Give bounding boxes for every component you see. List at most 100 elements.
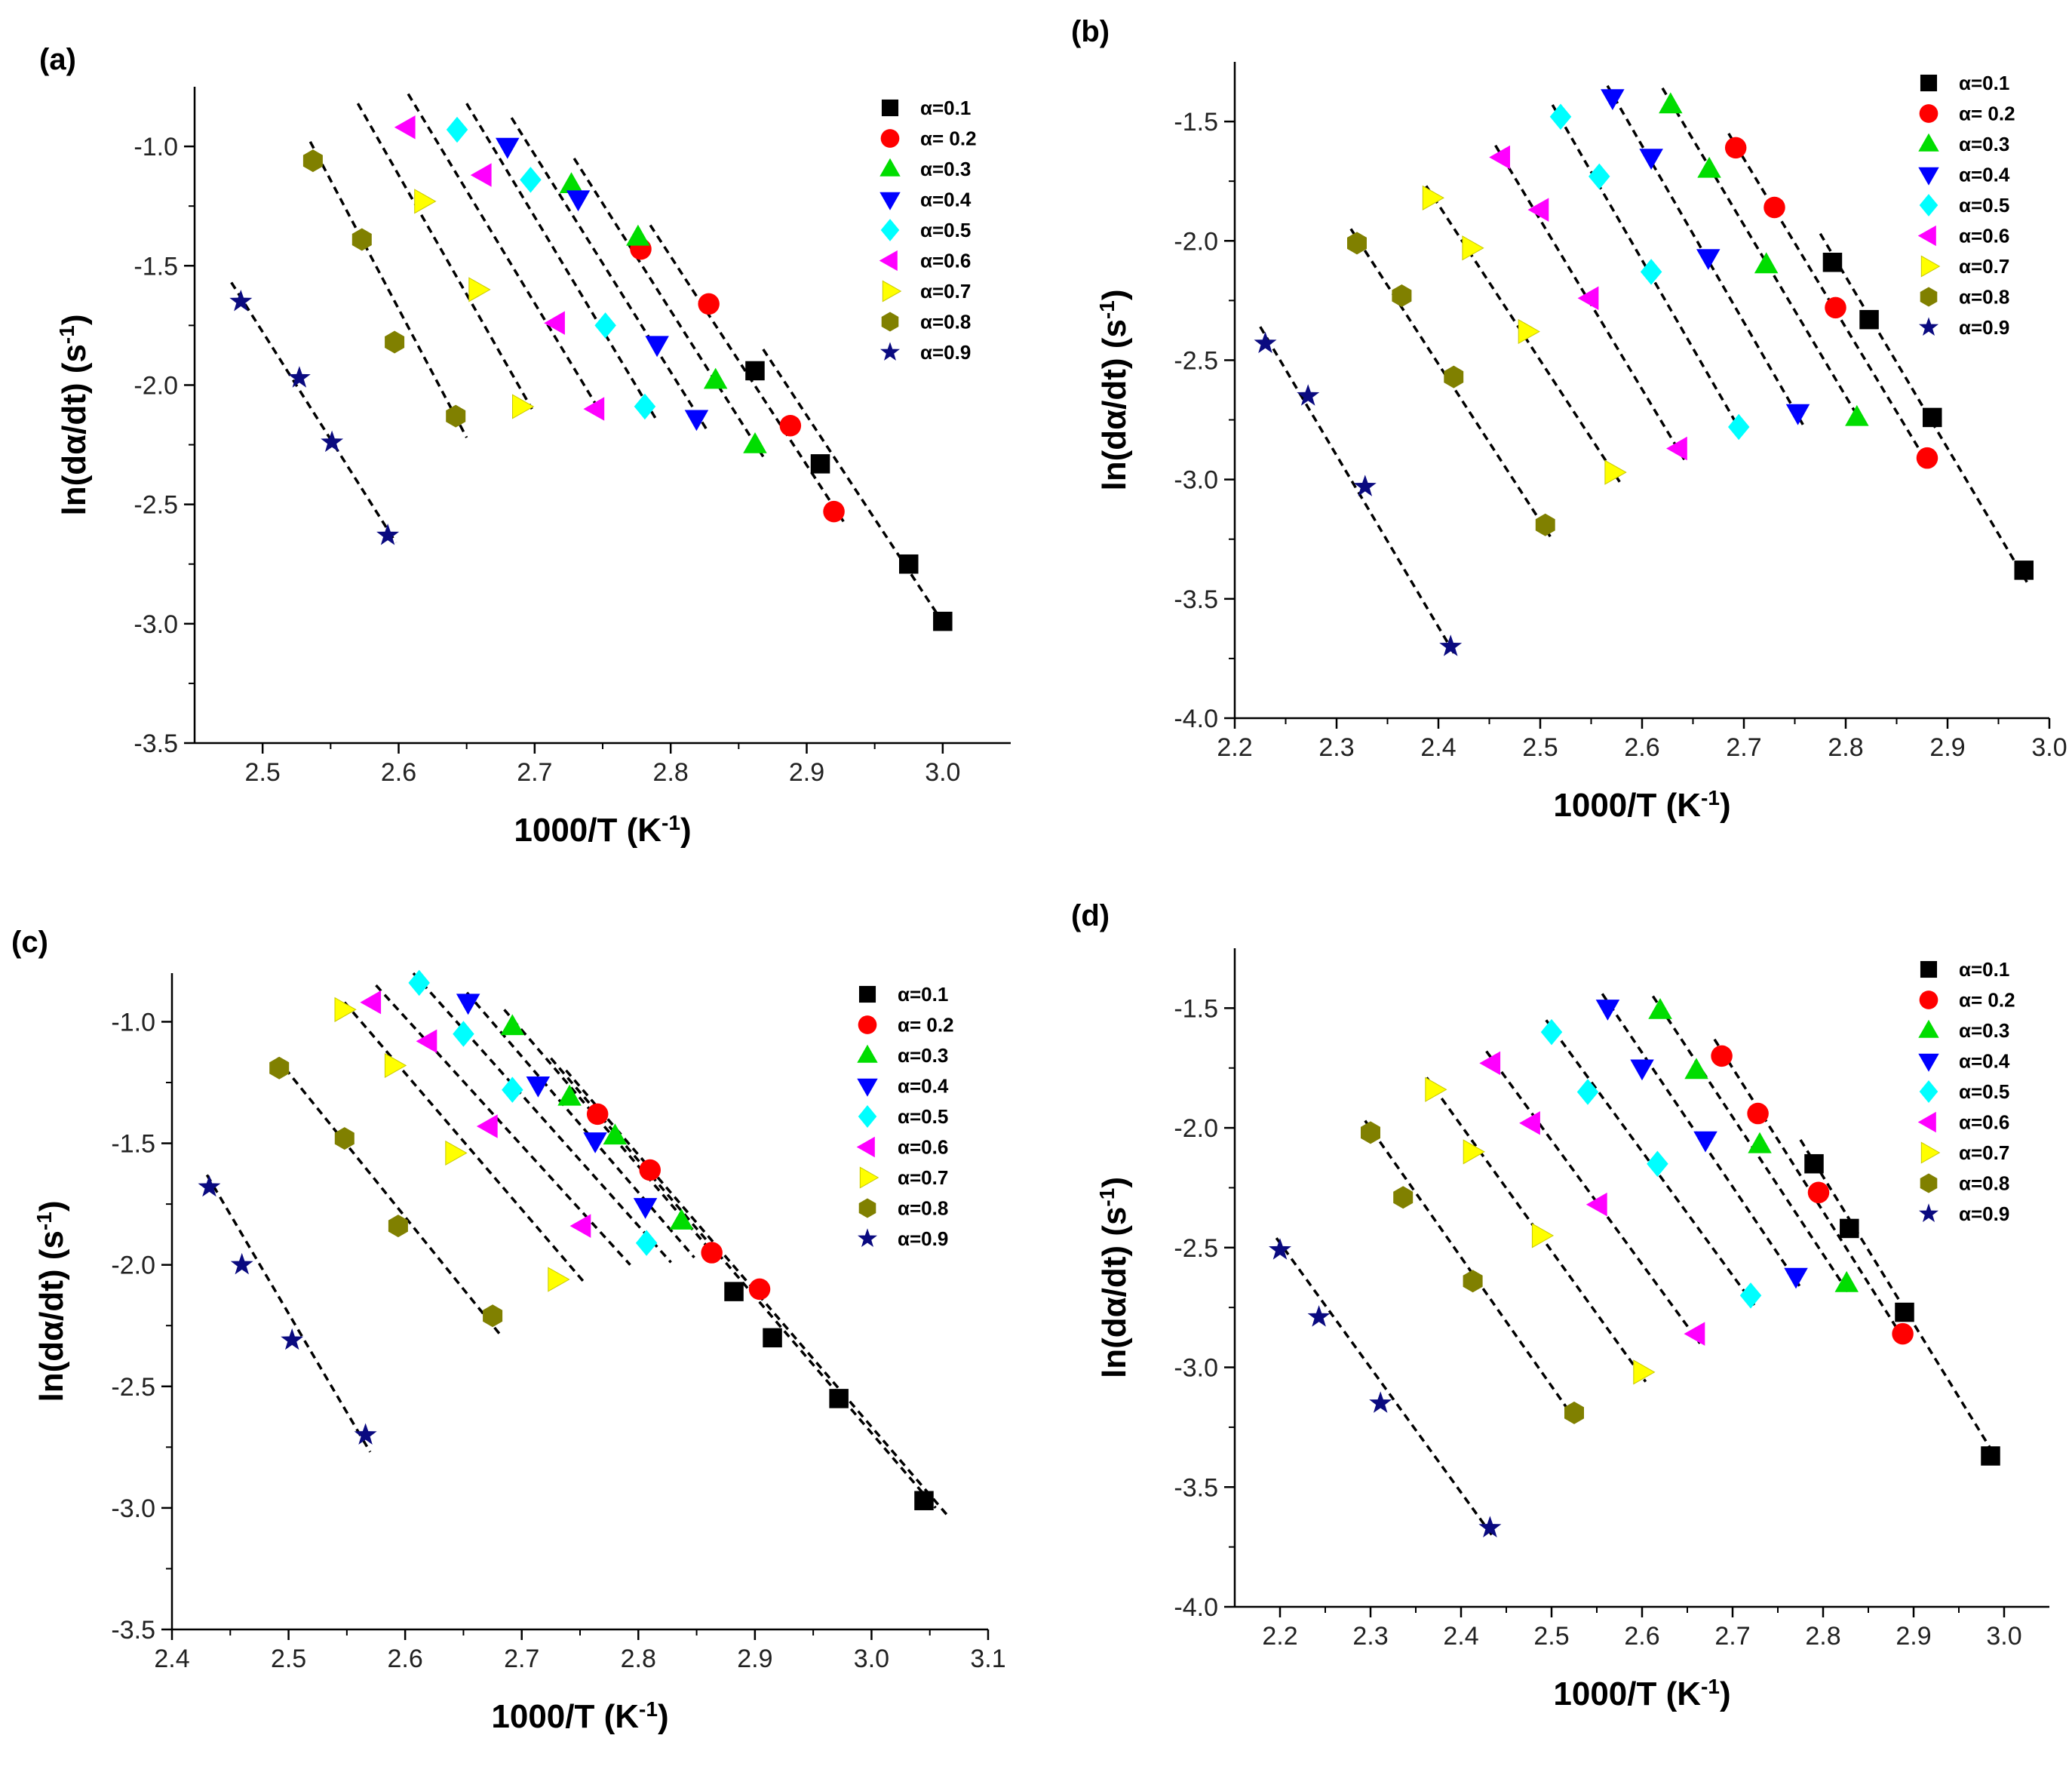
legend-label: α=0.5 [1959,194,2009,217]
x-axis-label-end: ) [1720,787,1731,824]
legend-item-alpha-0-9: α=0.9 [1919,316,2009,339]
data-point [1845,404,1869,426]
x-tick-label: 2.9 [789,758,824,787]
legend-item-alpha-0-9: α=0.9 [858,1227,948,1250]
legend-label: α=0.5 [1959,1080,2009,1103]
data-point [1489,145,1510,170]
x-tick-label: 2.5 [245,758,281,787]
fit-line [1601,993,1801,1287]
y-tick-label: -2.5 [1174,1234,1218,1263]
legend-item-alpha-0-5: α=0.5 [880,219,971,241]
legend-marker [879,158,901,177]
series-alpha-0-2 [630,238,845,523]
data-point [1825,296,1846,319]
data-point [748,1278,771,1301]
data-point [302,149,323,173]
legend-marker [859,1166,879,1189]
legend-item-alpha-0-8: α=0.8 [858,1197,948,1220]
data-point [1739,1282,1762,1309]
data-point [287,366,311,388]
data-point [1604,459,1627,485]
x-tick-label: 2.8 [1828,733,1863,762]
series-alpha-0-7 [1422,185,1627,485]
x-tick-label: 2.5 [1522,733,1558,762]
series-alpha-0-1 [1804,1153,2000,1466]
fit-line [503,1009,710,1249]
legend-marker [858,1015,877,1034]
series-alpha-0-3 [1648,998,1859,1292]
data-point [269,1056,290,1080]
legend-label: α=0.7 [898,1166,948,1189]
fit-line [465,991,695,1259]
panel-d: (d) 2.2 2.3 2.4 2.5 2.6 2.7 2.8 2.9 3.0 -4.0 -3.5 -3… [1071,899,2049,1712]
data-point [586,1103,609,1126]
data-point [635,1230,658,1256]
legend-item-alpha-0-8: α=0.8 [1920,1172,2009,1195]
data-point [1444,365,1464,389]
data-point [1463,1139,1485,1165]
series-alpha-0-5 [1540,1018,1762,1309]
data-point [354,1423,377,1445]
data-point [1785,404,1810,425]
data-point [639,1159,661,1181]
legend-item-alpha-0-1: α=0.1 [881,97,971,119]
legend-item-alpha-0-2: α= 0.2 [1919,103,2015,125]
x-tick-label: 2.6 [388,1645,423,1673]
y-axis-label-end: ) [56,315,93,326]
data-point [633,1198,658,1219]
legend-label: α=0.1 [1959,72,2009,94]
data-point [2014,561,2034,580]
data-point [1916,447,1938,469]
data-point [1422,185,1445,210]
legend-label: α=0.1 [1959,958,2009,981]
data-point [1711,1045,1733,1067]
panel-c: (c) 2.4 2.5 2.6 2.7 2.8 2.9 3.0 3.1 -3.5 -3.0 -2.5 -… [11,926,1006,1735]
x-tick-label: 2.7 [504,1645,539,1673]
panel-label: (d) [1071,899,1110,932]
data-point [456,994,480,1015]
legend-item-alpha-0-9: α=0.9 [1919,1202,2009,1225]
x-axis-label-sup: -1 [1701,1675,1720,1698]
y-tick-label: -1.0 [111,1008,155,1037]
legend-item-alpha-0-5: α=0.5 [1919,1080,2009,1103]
data-point [1519,1111,1540,1135]
fit-line [205,1174,372,1453]
legend-marker [1918,133,1939,152]
legend-marker [1919,317,1938,336]
y-tick-label: -2.0 [1174,1114,1218,1143]
data-point [334,997,357,1022]
y-tick-label: -1.0 [134,133,178,161]
fit-line [1259,326,1457,657]
data-point [1840,1218,1859,1239]
legend-marker [1920,960,1938,978]
data-point [684,410,709,432]
data-point [634,393,656,420]
data-point [823,500,845,523]
data-point [1540,1018,1563,1046]
fit-line [649,224,846,524]
y-tick-label: -2.0 [111,1252,155,1280]
data-point [1724,137,1747,159]
series-alpha-0-1 [745,361,953,631]
data-point [1892,1322,1914,1345]
data-point [1804,1153,1824,1174]
legend-item-alpha-0-5: α=0.5 [1919,194,2009,217]
y-axis-label-end: ) [33,1201,70,1212]
data-point [763,1328,782,1348]
fit-line [1661,87,1865,428]
series-alpha-0-4 [1595,1000,1808,1289]
y-tick-label: -3.0 [111,1494,155,1523]
data-point [1923,407,1942,428]
fit-line [465,103,658,422]
data-point [603,1123,628,1145]
data-point [500,1014,525,1036]
y-tick-label: -2.5 [134,491,178,520]
data-point [1666,436,1687,461]
x-axis-label: 1000/T (K-1) [514,811,691,849]
fit-line [1275,1237,1495,1538]
data-point [384,1052,407,1079]
data-point [1754,252,1779,274]
data-point [502,1076,523,1103]
x-axis-label-sup: -1 [662,811,680,834]
legend-item-alpha-0-6: α=0.6 [856,1136,948,1159]
